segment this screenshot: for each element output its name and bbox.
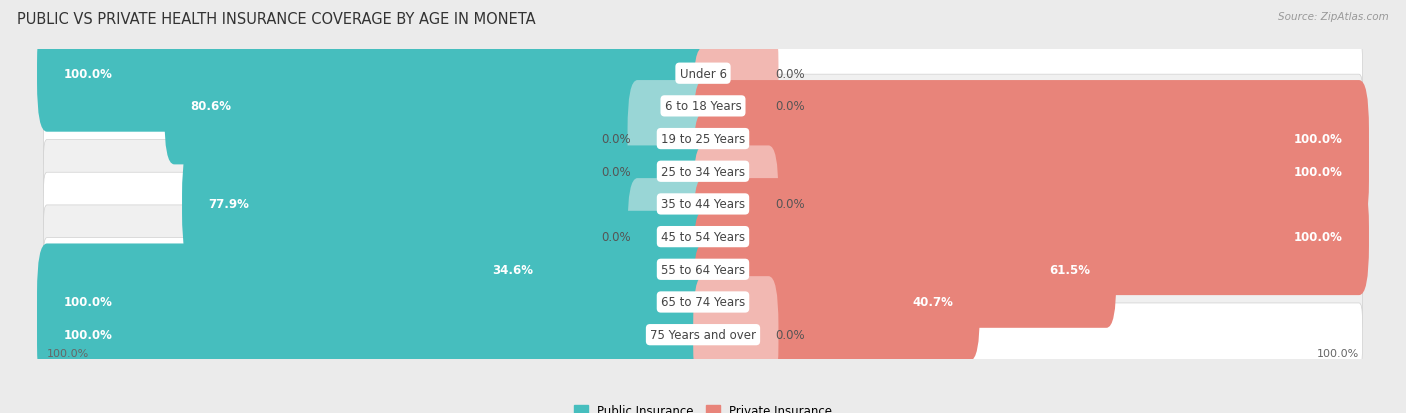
FancyBboxPatch shape [44, 43, 1362, 106]
FancyBboxPatch shape [44, 173, 1362, 236]
FancyBboxPatch shape [44, 238, 1362, 301]
FancyBboxPatch shape [44, 108, 1362, 171]
FancyBboxPatch shape [44, 271, 1362, 334]
Text: 100.0%: 100.0% [63, 296, 112, 309]
FancyBboxPatch shape [693, 276, 779, 393]
Text: 100.0%: 100.0% [63, 328, 112, 341]
FancyBboxPatch shape [693, 81, 1369, 197]
Text: 0.0%: 0.0% [602, 165, 631, 178]
Text: 19 to 25 Years: 19 to 25 Years [661, 133, 745, 146]
Text: 100.0%: 100.0% [1294, 230, 1343, 244]
Text: 65 to 74 Years: 65 to 74 Years [661, 296, 745, 309]
FancyBboxPatch shape [44, 303, 1362, 366]
Text: 55 to 64 Years: 55 to 64 Years [661, 263, 745, 276]
Text: 80.6%: 80.6% [191, 100, 232, 113]
Text: 35 to 44 Years: 35 to 44 Years [661, 198, 745, 211]
FancyBboxPatch shape [37, 16, 713, 133]
Text: 0.0%: 0.0% [602, 133, 631, 146]
Legend: Public Insurance, Private Insurance: Public Insurance, Private Insurance [569, 399, 837, 413]
Text: 25 to 34 Years: 25 to 34 Years [661, 165, 745, 178]
FancyBboxPatch shape [627, 114, 713, 230]
Text: 100.0%: 100.0% [46, 348, 89, 358]
Text: Under 6: Under 6 [679, 68, 727, 81]
Text: 0.0%: 0.0% [775, 328, 804, 341]
Text: 100.0%: 100.0% [1317, 348, 1360, 358]
Text: 100.0%: 100.0% [1294, 165, 1343, 178]
Text: 34.6%: 34.6% [492, 263, 533, 276]
Text: 77.9%: 77.9% [208, 198, 249, 211]
Text: 100.0%: 100.0% [1294, 133, 1343, 146]
Text: 0.0%: 0.0% [775, 100, 804, 113]
FancyBboxPatch shape [627, 179, 713, 295]
FancyBboxPatch shape [37, 276, 713, 393]
FancyBboxPatch shape [693, 16, 779, 133]
FancyBboxPatch shape [37, 244, 713, 361]
FancyBboxPatch shape [44, 75, 1362, 138]
Text: 61.5%: 61.5% [1049, 263, 1090, 276]
Text: 0.0%: 0.0% [775, 198, 804, 211]
FancyBboxPatch shape [693, 179, 1369, 295]
FancyBboxPatch shape [44, 205, 1362, 269]
FancyBboxPatch shape [467, 211, 713, 328]
Text: 0.0%: 0.0% [602, 230, 631, 244]
FancyBboxPatch shape [44, 140, 1362, 204]
FancyBboxPatch shape [693, 146, 779, 263]
Text: PUBLIC VS PRIVATE HEALTH INSURANCE COVERAGE BY AGE IN MONETA: PUBLIC VS PRIVATE HEALTH INSURANCE COVER… [17, 12, 536, 27]
Text: 0.0%: 0.0% [775, 68, 804, 81]
FancyBboxPatch shape [165, 48, 713, 165]
Text: Source: ZipAtlas.com: Source: ZipAtlas.com [1278, 12, 1389, 22]
FancyBboxPatch shape [627, 81, 713, 197]
Text: 6 to 18 Years: 6 to 18 Years [665, 100, 741, 113]
FancyBboxPatch shape [693, 244, 980, 361]
FancyBboxPatch shape [693, 211, 1116, 328]
FancyBboxPatch shape [693, 48, 779, 165]
Text: 40.7%: 40.7% [912, 296, 953, 309]
Text: 45 to 54 Years: 45 to 54 Years [661, 230, 745, 244]
FancyBboxPatch shape [181, 146, 713, 263]
Text: 100.0%: 100.0% [63, 68, 112, 81]
Text: 75 Years and over: 75 Years and over [650, 328, 756, 341]
FancyBboxPatch shape [693, 114, 1369, 230]
